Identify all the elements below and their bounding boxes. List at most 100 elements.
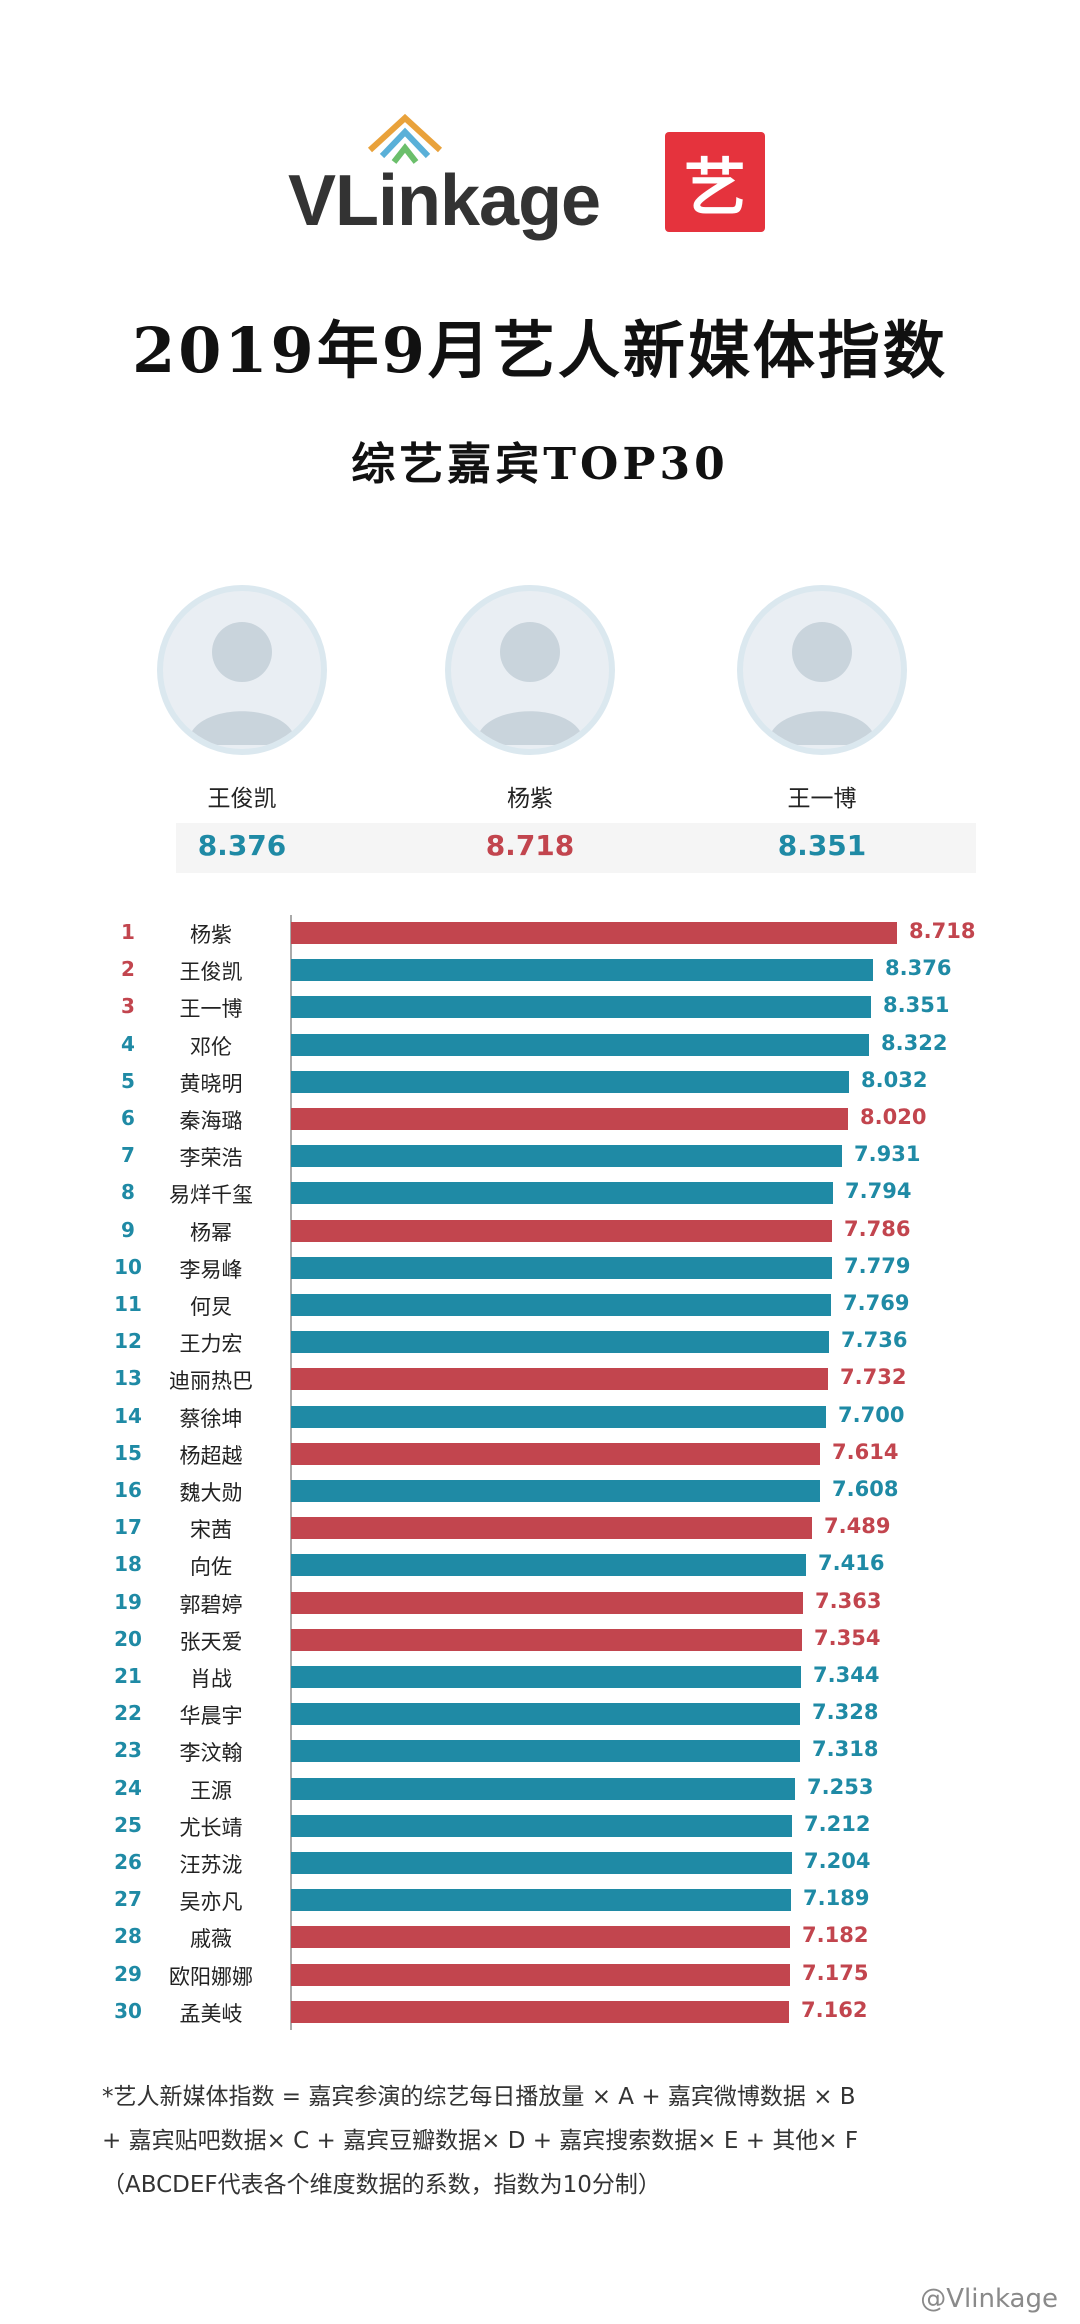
data-label: 7.363 bbox=[815, 1588, 882, 1613]
top3-podium: 王俊凯 8.376 杨紫 8.718 王一博 8.351 bbox=[0, 585, 1080, 875]
bar bbox=[291, 1033, 869, 1056]
bar bbox=[291, 1814, 792, 1837]
bar bbox=[291, 922, 897, 944]
rank-label: 22 bbox=[114, 1701, 142, 1726]
podium-name: 王一博 bbox=[787, 786, 857, 812]
category-label: 杨紫 bbox=[190, 923, 232, 947]
category-label: 孟美岐 bbox=[179, 2001, 243, 2026]
data-label: 7.732 bbox=[840, 1365, 907, 1390]
rank-label: 10 bbox=[114, 1254, 142, 1279]
footnote: *艺人新媒体指数 = 嘉宾参演的综艺每日播放量 × A + 嘉宾微博数据 × B… bbox=[102, 2075, 1002, 2207]
rank-label: 3 bbox=[121, 994, 135, 1019]
bar bbox=[291, 1852, 792, 1874]
bar bbox=[291, 1070, 849, 1093]
category-label: 宋茜 bbox=[190, 1518, 232, 1543]
podium-score: 8.718 bbox=[485, 829, 575, 862]
category-label: 秦海璐 bbox=[179, 1109, 243, 1133]
data-label: 7.931 bbox=[854, 1142, 921, 1167]
category-label: 王力宏 bbox=[179, 1332, 243, 1357]
avatar bbox=[157, 585, 327, 755]
category-label: 王一博 bbox=[179, 997, 243, 1022]
data-label: 7.328 bbox=[812, 1700, 879, 1725]
bar bbox=[291, 1889, 791, 1912]
avatar bbox=[737, 585, 907, 755]
footnote-line: （ABCDEF代表各个维度数据的系数，指数为10分制） bbox=[102, 2172, 661, 2198]
data-label: 8.351 bbox=[883, 993, 950, 1018]
category-label: 李荣浩 bbox=[179, 1146, 243, 1171]
data-label: 7.736 bbox=[841, 1328, 908, 1353]
yi-badge: 艺 bbox=[665, 132, 765, 232]
bar bbox=[291, 1108, 848, 1130]
page-subtitle: 综艺嘉宾TOP30 bbox=[351, 439, 729, 490]
data-label: 7.175 bbox=[802, 1960, 869, 1985]
category-label: 蔡徐坤 bbox=[179, 1406, 243, 1431]
person-icon bbox=[188, 622, 296, 745]
rank-label: 14 bbox=[114, 1403, 142, 1428]
data-label: 8.718 bbox=[909, 919, 976, 943]
rank-label: 16 bbox=[114, 1478, 142, 1502]
rank-label: 7 bbox=[121, 1143, 135, 1168]
bar bbox=[291, 1591, 803, 1614]
rank-label: 26 bbox=[114, 1850, 142, 1874]
rank-label: 15 bbox=[114, 1440, 142, 1465]
bar bbox=[291, 959, 873, 982]
bar bbox=[291, 1442, 820, 1465]
rank-label: 9 bbox=[121, 1217, 135, 1242]
data-label: 7.344 bbox=[813, 1663, 880, 1687]
rank-label: 29 bbox=[114, 1961, 142, 1986]
data-label: 7.182 bbox=[802, 1923, 869, 1948]
category-label: 吴亦凡 bbox=[179, 1890, 243, 1915]
bar bbox=[291, 1331, 829, 1354]
category-label: 汪苏泷 bbox=[179, 1853, 243, 1877]
data-label: 7.700 bbox=[838, 1402, 905, 1427]
rank-label: 24 bbox=[114, 1775, 142, 1800]
category-label: 肖战 bbox=[190, 1667, 232, 1691]
category-label: 李易峰 bbox=[179, 1257, 243, 1282]
bar bbox=[291, 1963, 790, 1986]
data-label: 7.253 bbox=[807, 1774, 874, 1799]
data-label: 7.416 bbox=[818, 1551, 885, 1576]
category-label: 何炅 bbox=[190, 1295, 232, 1319]
category-label: 魏大勋 bbox=[179, 1481, 243, 1505]
rank-label: 30 bbox=[114, 1998, 142, 2023]
bar bbox=[291, 1628, 802, 1651]
bar bbox=[291, 1517, 812, 1540]
bar bbox=[291, 1219, 832, 1242]
category-label: 欧阳娜娜 bbox=[169, 1964, 253, 1989]
rank-label: 12 bbox=[114, 1329, 142, 1354]
bar bbox=[291, 1740, 800, 1763]
logo-mark-icon bbox=[367, 113, 443, 164]
rank-label: 6 bbox=[121, 1106, 135, 1130]
rank-label: 2 bbox=[121, 957, 135, 982]
category-label: 华晨宇 bbox=[179, 1704, 243, 1729]
rank-label: 23 bbox=[114, 1738, 142, 1763]
bar bbox=[291, 1480, 820, 1502]
bar bbox=[291, 1182, 833, 1205]
podium-item-3: 王一博 8.351 bbox=[692, 585, 952, 862]
bar bbox=[291, 1777, 795, 1800]
data-label: 7.614 bbox=[832, 1439, 899, 1464]
bar bbox=[291, 1368, 828, 1391]
rank-label: 5 bbox=[121, 1068, 135, 1093]
category-label: 向佐 bbox=[190, 1555, 232, 1580]
brand-header: VLinkage 艺 bbox=[0, 110, 1080, 241]
rank-label: 28 bbox=[114, 1924, 142, 1949]
category-label: 迪丽热巴 bbox=[169, 1369, 253, 1394]
data-label: 7.204 bbox=[804, 1849, 871, 1873]
data-label: 7.212 bbox=[804, 1811, 871, 1836]
rank-label: 4 bbox=[121, 1031, 135, 1056]
bar bbox=[291, 1405, 826, 1428]
category-label: 尤长靖 bbox=[179, 1815, 243, 1840]
category-label: 戚薇 bbox=[190, 1927, 232, 1952]
podium-name: 王俊凯 bbox=[207, 786, 277, 812]
data-label: 7.354 bbox=[814, 1625, 881, 1650]
category-label: 易烊千玺 bbox=[169, 1183, 253, 1208]
data-label: 7.189 bbox=[803, 1886, 870, 1911]
category-label: 邓伦 bbox=[190, 1034, 232, 1059]
data-label: 8.376 bbox=[885, 956, 952, 981]
avatar bbox=[445, 585, 615, 755]
category-label: 张天爱 bbox=[179, 1629, 243, 1654]
data-label: 7.489 bbox=[824, 1514, 891, 1539]
rank-label: 11 bbox=[114, 1292, 142, 1316]
